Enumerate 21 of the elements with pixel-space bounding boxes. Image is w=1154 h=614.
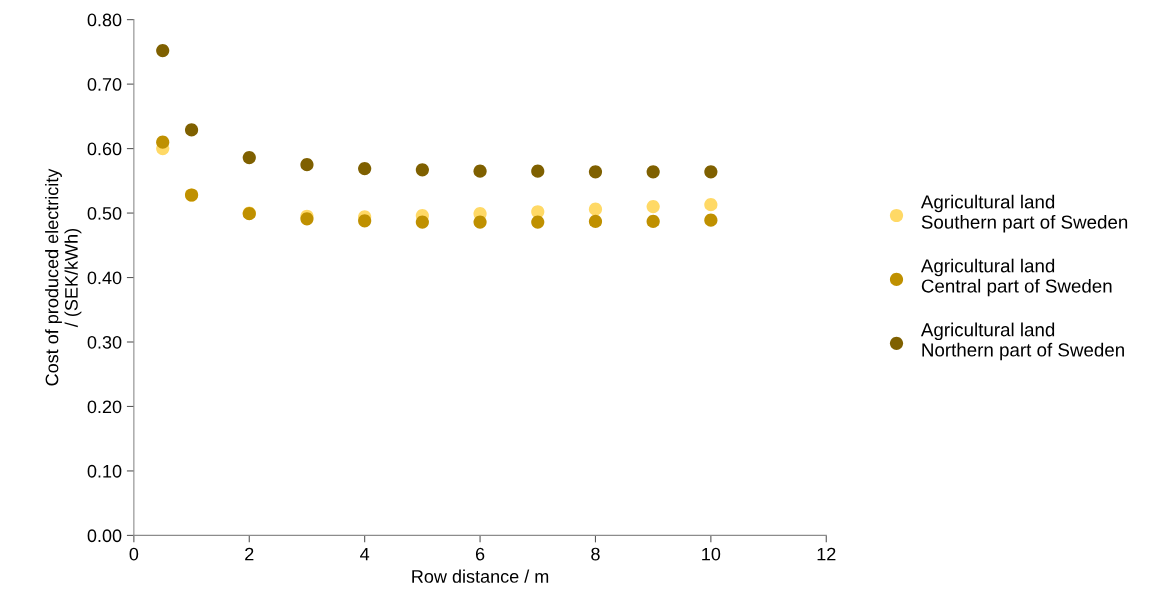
x-tick-label: 8	[591, 547, 600, 561]
x-tick-label: 12	[817, 547, 836, 561]
legend-label: Agricultural land Northern part of Sweden	[920, 322, 1124, 361]
x-tick-label: 2	[245, 547, 254, 561]
y-tick-label: 0.00	[87, 529, 122, 543]
x-tick-label: 4	[360, 547, 370, 561]
y-tick-label: 0.40	[87, 271, 122, 285]
y-tick-label: 0.60	[87, 142, 122, 156]
y-tick-label: 0.80	[87, 13, 122, 27]
x-tick-label: 0	[129, 547, 139, 561]
legend-label: Agricultural land Central part of Sweden	[920, 258, 1112, 297]
y-tick-label: 0.70	[87, 78, 122, 91]
y-axis-title: Cost of produced electricity / (SEK/kWh)	[45, 168, 82, 386]
legend-label: Agricultural land Southern part of Sweden	[920, 194, 1128, 233]
y-tick-label: 0.20	[87, 400, 122, 414]
y-tick-label: 0.10	[87, 464, 122, 478]
x-tick-label: 10	[702, 547, 721, 561]
y-tick-label: 0.50	[87, 206, 122, 220]
y-tick-label: 0.30	[87, 335, 122, 349]
x-axis-title: Row distance / m	[412, 569, 549, 583]
x-tick-label: 6	[475, 547, 485, 561]
